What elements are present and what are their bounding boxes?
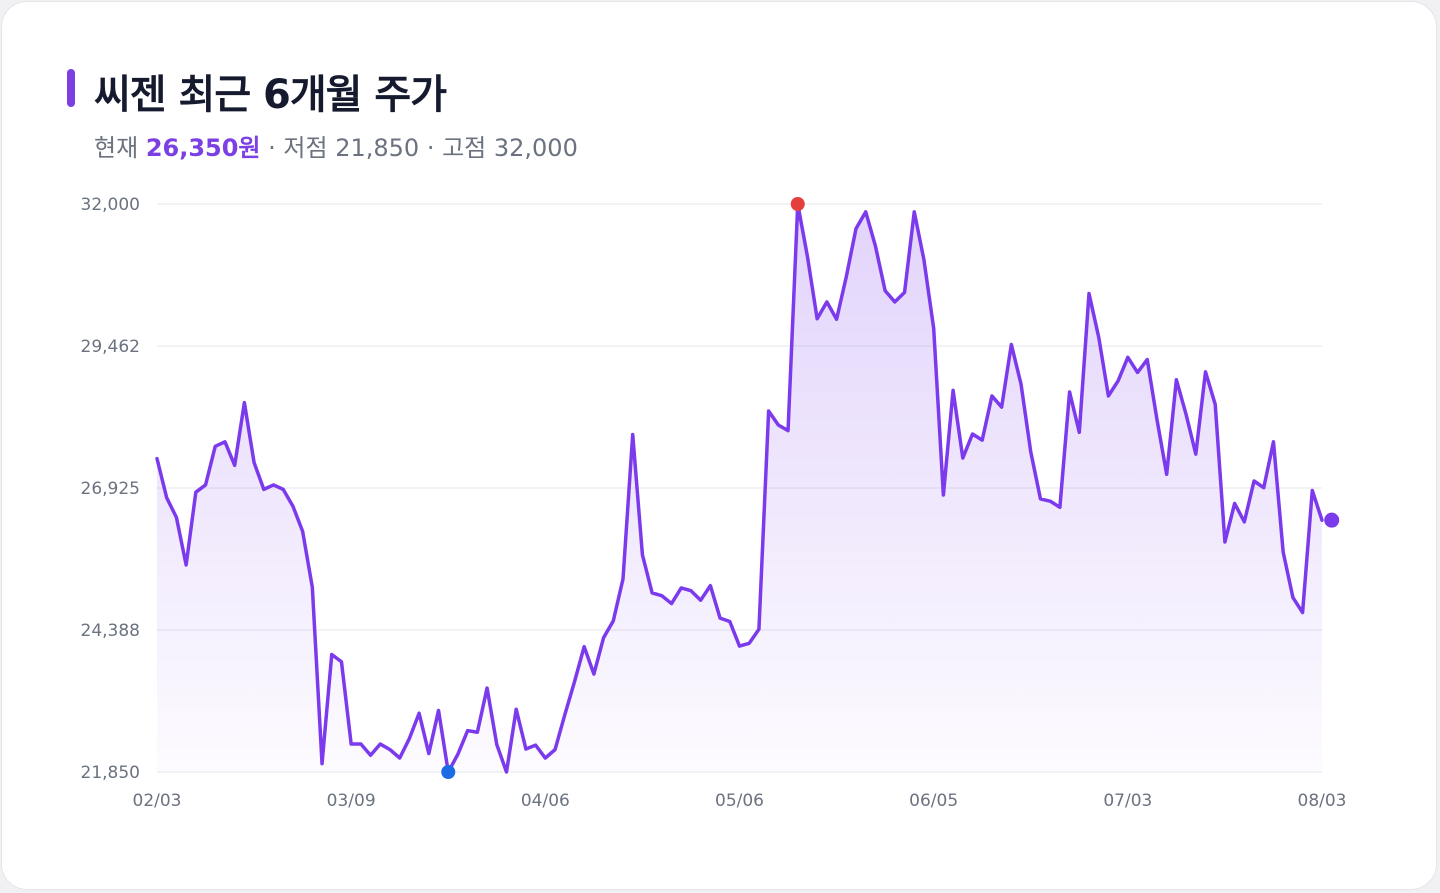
- y-tick-label: 21,850: [81, 763, 140, 783]
- y-tick-label: 26,925: [81, 479, 140, 499]
- x-tick-label: 02/03: [133, 791, 182, 811]
- high-price: · 고점 32,000: [426, 134, 578, 162]
- high-point-marker: [790, 197, 805, 211]
- price-area: [157, 204, 1322, 772]
- price-line: [155, 202, 1324, 774]
- x-tick-label: 03/09: [327, 791, 376, 811]
- chart-title: 씨젠 최근 6개월 주가: [94, 72, 447, 118]
- y-tick-label: 29,462: [81, 337, 140, 357]
- low-point-marker: [441, 765, 456, 779]
- title-accent-bar: [67, 69, 75, 107]
- current-label: 현재: [94, 134, 139, 162]
- price-summary: 현재 26,350원 · 저점 21,850 · 고점 32,000: [94, 128, 578, 163]
- current-price: 26,350원: [145, 134, 261, 162]
- x-tick-label: 05/06: [715, 791, 764, 811]
- x-tick-label: 06/05: [909, 791, 958, 811]
- x-tick-label: 08/03: [1298, 791, 1347, 811]
- x-tick-label: 04/06: [521, 791, 570, 811]
- y-tick-label: 32,000: [81, 195, 140, 215]
- low-price: · 저점 21,850: [268, 134, 420, 162]
- x-tick-label: 07/03: [1103, 791, 1152, 811]
- y-tick-label: 24,388: [81, 621, 140, 641]
- current-point-marker: [1324, 512, 1340, 528]
